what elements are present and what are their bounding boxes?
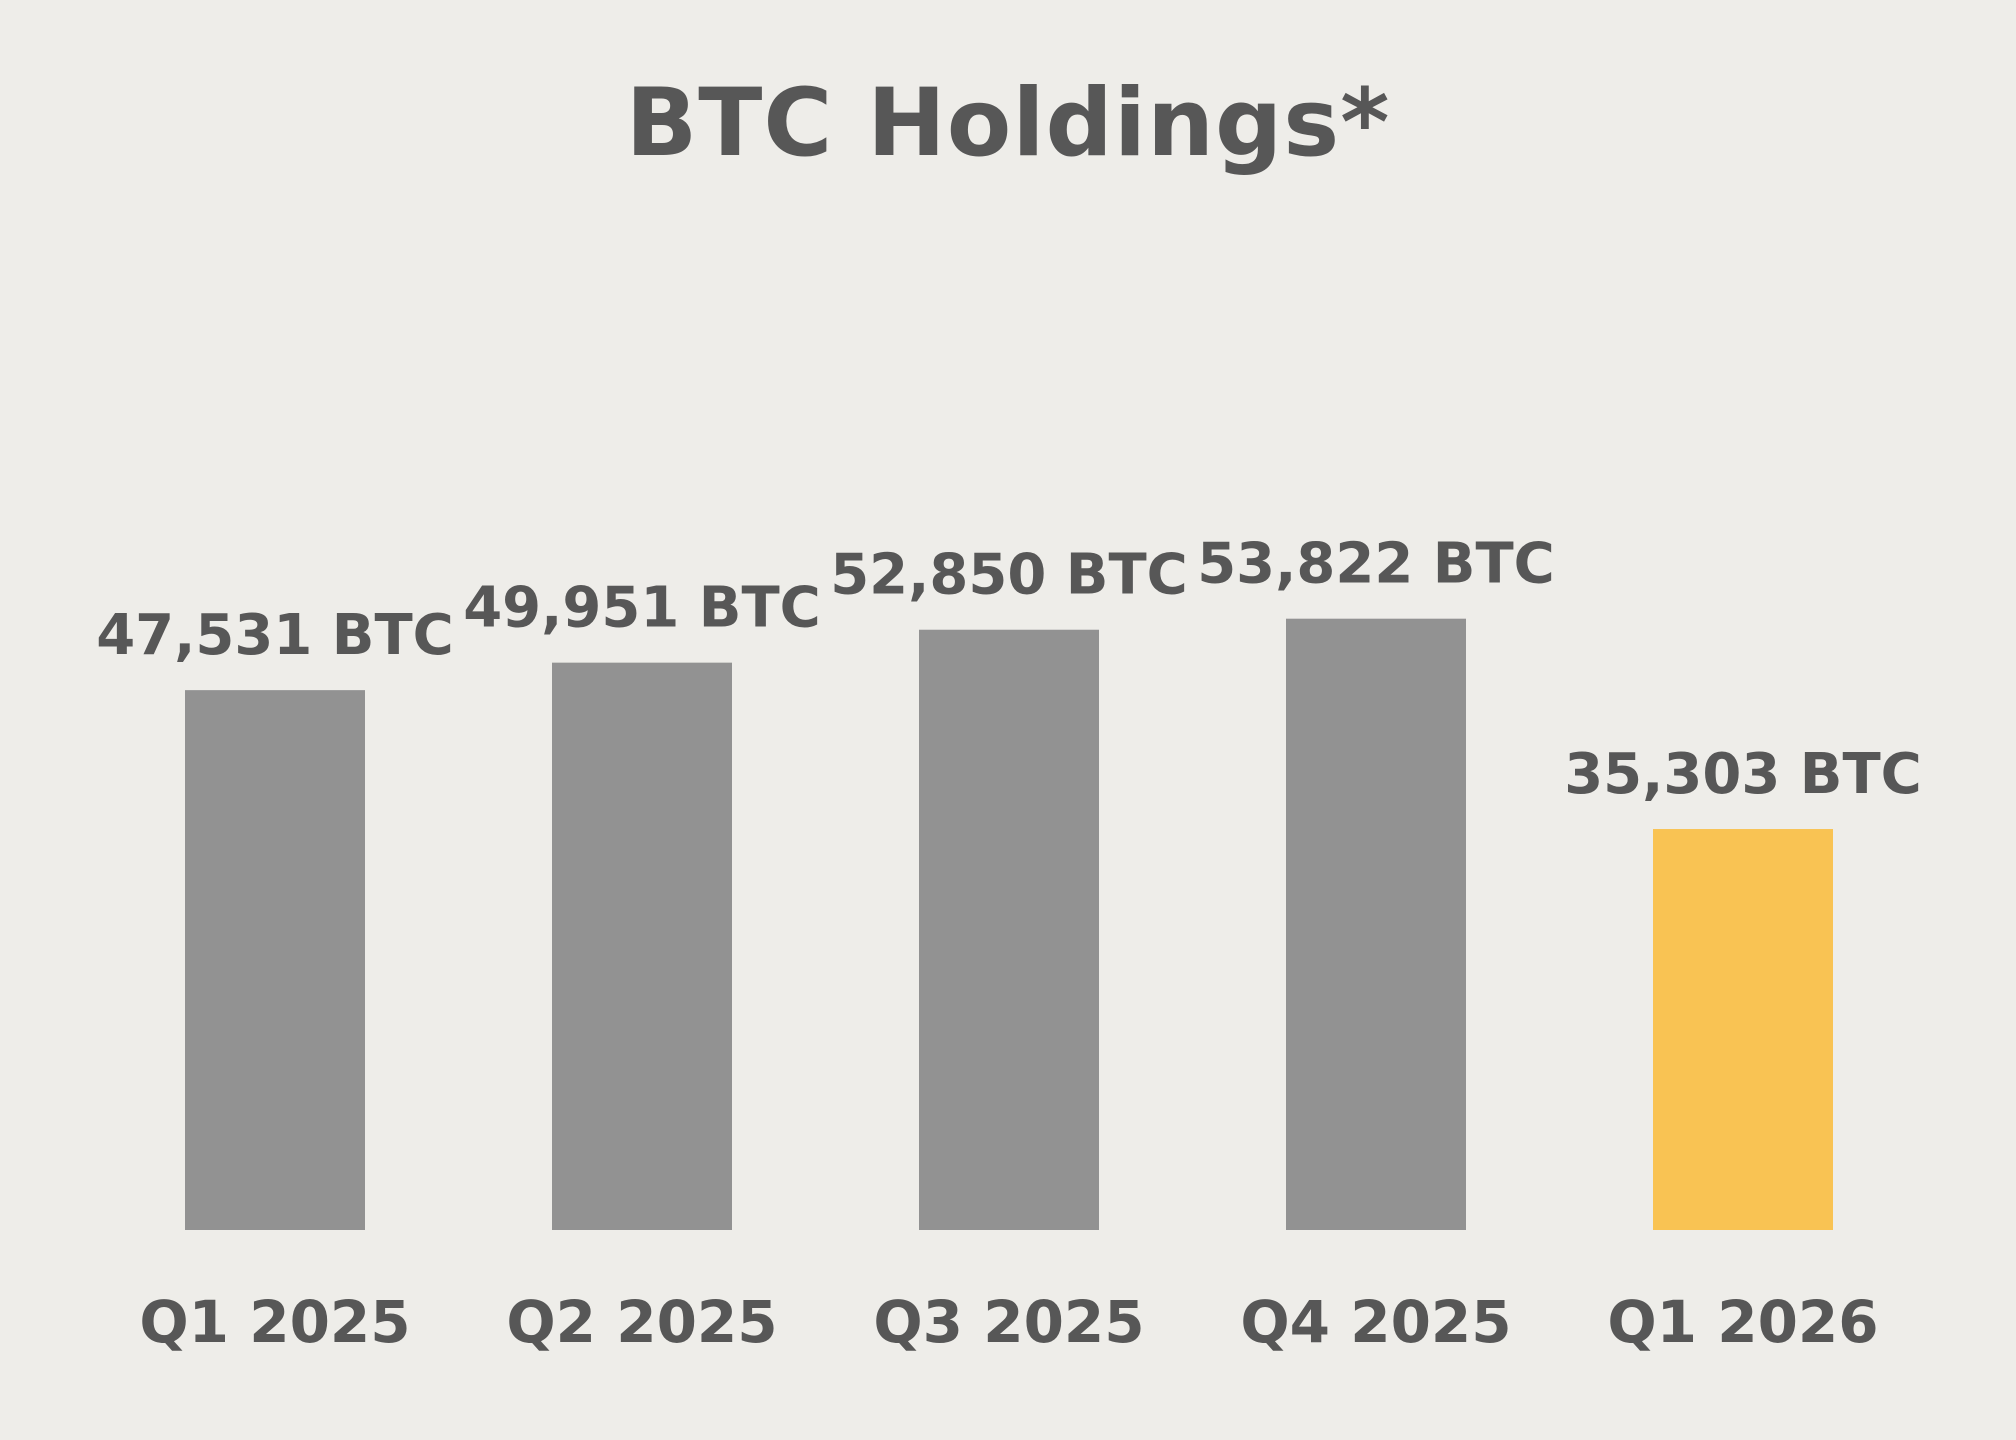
bars-layer bbox=[185, 618, 1833, 1230]
bar-q2-2025 bbox=[552, 662, 732, 1230]
value-label: 53,822 BTC bbox=[1197, 532, 1555, 597]
value-label: 47,531 BTC bbox=[96, 603, 454, 668]
category-label: Q3 2025 bbox=[873, 1288, 1144, 1356]
bar-q1-2025 bbox=[185, 690, 365, 1230]
value-label: 35,303 BTC bbox=[1564, 742, 1922, 807]
value-label: 52,850 BTC bbox=[830, 543, 1188, 608]
category-label: Q1 2026 bbox=[1607, 1288, 1878, 1356]
category-label: Q1 2025 bbox=[139, 1288, 410, 1356]
category-label: Q2 2025 bbox=[506, 1288, 777, 1356]
bar-q1-2026 bbox=[1653, 829, 1833, 1230]
category-labels-layer: Q1 2025 Q2 2025 Q3 2025 Q4 2025 Q1 2026 bbox=[139, 1288, 1878, 1356]
bar-q3-2025 bbox=[919, 629, 1099, 1230]
value-label: 49,951 BTC bbox=[463, 576, 821, 641]
chart-title: BTC Holdings* bbox=[625, 69, 1391, 178]
category-label: Q4 2025 bbox=[1240, 1288, 1511, 1356]
bar-q4-2025 bbox=[1286, 618, 1466, 1230]
